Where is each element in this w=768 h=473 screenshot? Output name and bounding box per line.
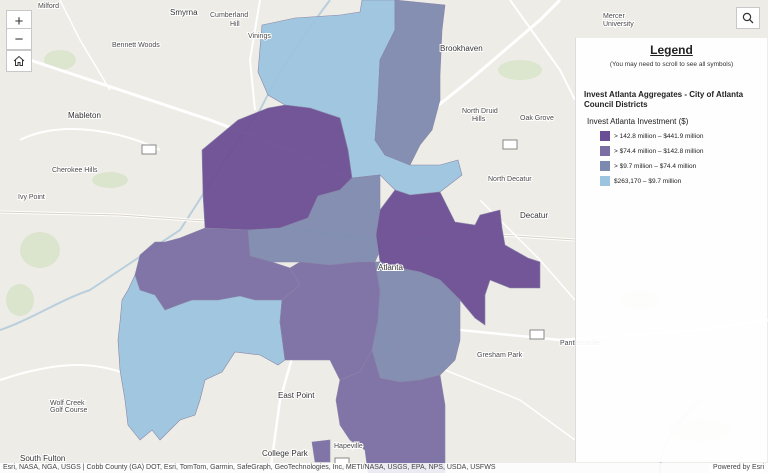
place-label: University — [603, 21, 634, 28]
place-label: Milford — [38, 3, 59, 10]
place-label: Oak Grove — [520, 115, 554, 122]
legend-panel[interactable]: Legend (You may need to scroll to see al… — [575, 38, 767, 462]
powered-by-link[interactable]: Powered by Esri — [709, 463, 764, 473]
legend-swatch — [600, 176, 610, 186]
legend-class-label: > $74.4 million – $142.8 million — [614, 147, 704, 155]
home-button[interactable] — [6, 50, 32, 72]
search-icon — [742, 12, 754, 24]
district-southeast[interactable] — [371, 261, 461, 383]
place-label: Ivy Point — [18, 194, 45, 201]
highway-shield-icon — [502, 139, 518, 150]
attribution-text: Esri, NASA, NGA, USGS | Cobb County (GA)… — [3, 464, 496, 471]
legend-class-item: > $9.7 million – $74.4 million — [600, 161, 759, 171]
district-far-south[interactable] — [335, 349, 446, 473]
district-southwest[interactable] — [117, 274, 286, 441]
legend-note: (You may need to scroll to see all symbo… — [609, 61, 734, 68]
place-label: Vinings — [248, 33, 271, 40]
place-label: Bennett Woods — [112, 42, 160, 49]
place-label: Atlanta — [378, 263, 403, 272]
place-label: Gresham Park — [477, 352, 523, 359]
highway-shield-icon — [529, 329, 545, 340]
place-label: Hill — [230, 21, 240, 28]
legend-class-item: > 142.8 million – $441.9 million — [600, 131, 759, 141]
attribution-bar: Esri, NASA, NGA, USGS | Cobb County (GA)… — [0, 463, 768, 473]
legend-class-label: > 142.8 million – $441.9 million — [614, 132, 704, 140]
legend-classes: > 142.8 million – $441.9 million > $74.4 … — [584, 131, 759, 186]
legend-layer-title: Invest Atlanta Aggregates - City of Atla… — [584, 90, 744, 109]
legend-class-item: $263,170 – $9.7 million — [600, 176, 759, 186]
legend-swatch — [600, 146, 610, 156]
place-label: Golf Course — [50, 407, 87, 414]
place-label: College Park — [262, 449, 309, 458]
place-label: Hapeville — [334, 443, 363, 450]
place-label: Cherokee Hills — [52, 167, 98, 174]
legend-swatch — [600, 131, 610, 141]
place-label: East Point — [278, 391, 315, 400]
legend-title: Legend — [650, 43, 693, 57]
place-label: Brookhaven — [440, 44, 483, 53]
legend-class-label: > $9.7 million – $74.4 million — [614, 162, 697, 170]
legend-field-title: Invest Atlanta Investment ($) — [587, 117, 689, 126]
place-label: South Fulton — [20, 454, 65, 463]
place-label: Decatur — [520, 211, 548, 220]
home-icon — [13, 55, 25, 66]
place-label: Mableton — [68, 111, 101, 120]
legend-swatch — [600, 161, 610, 171]
legend-class-label: $263,170 – $9.7 million — [614, 177, 682, 185]
place-label: North Druid — [462, 108, 498, 115]
zoom-in-icon: + — [14, 12, 24, 30]
place-label: Hills — [472, 116, 486, 123]
place-label: Cumberland — [210, 12, 248, 19]
legend-class-item: > $74.4 million – $142.8 million — [600, 146, 759, 156]
zoom-out-icon: − — [14, 30, 24, 48]
district-fragment-south[interactable] — [311, 439, 331, 463]
district-northeast[interactable] — [374, 0, 446, 166]
zoom-out-button[interactable]: − — [6, 28, 32, 50]
place-label: North Decatur — [488, 176, 532, 183]
place-label: Wolf Creek — [50, 400, 85, 407]
place-label: Mercer — [603, 13, 625, 20]
search-button[interactable] — [736, 7, 760, 29]
highway-shields — [141, 139, 545, 468]
highway-shield-icon — [141, 144, 157, 155]
council-districts[interactable] — [117, 0, 541, 473]
place-label: Smyrna — [170, 8, 198, 17]
